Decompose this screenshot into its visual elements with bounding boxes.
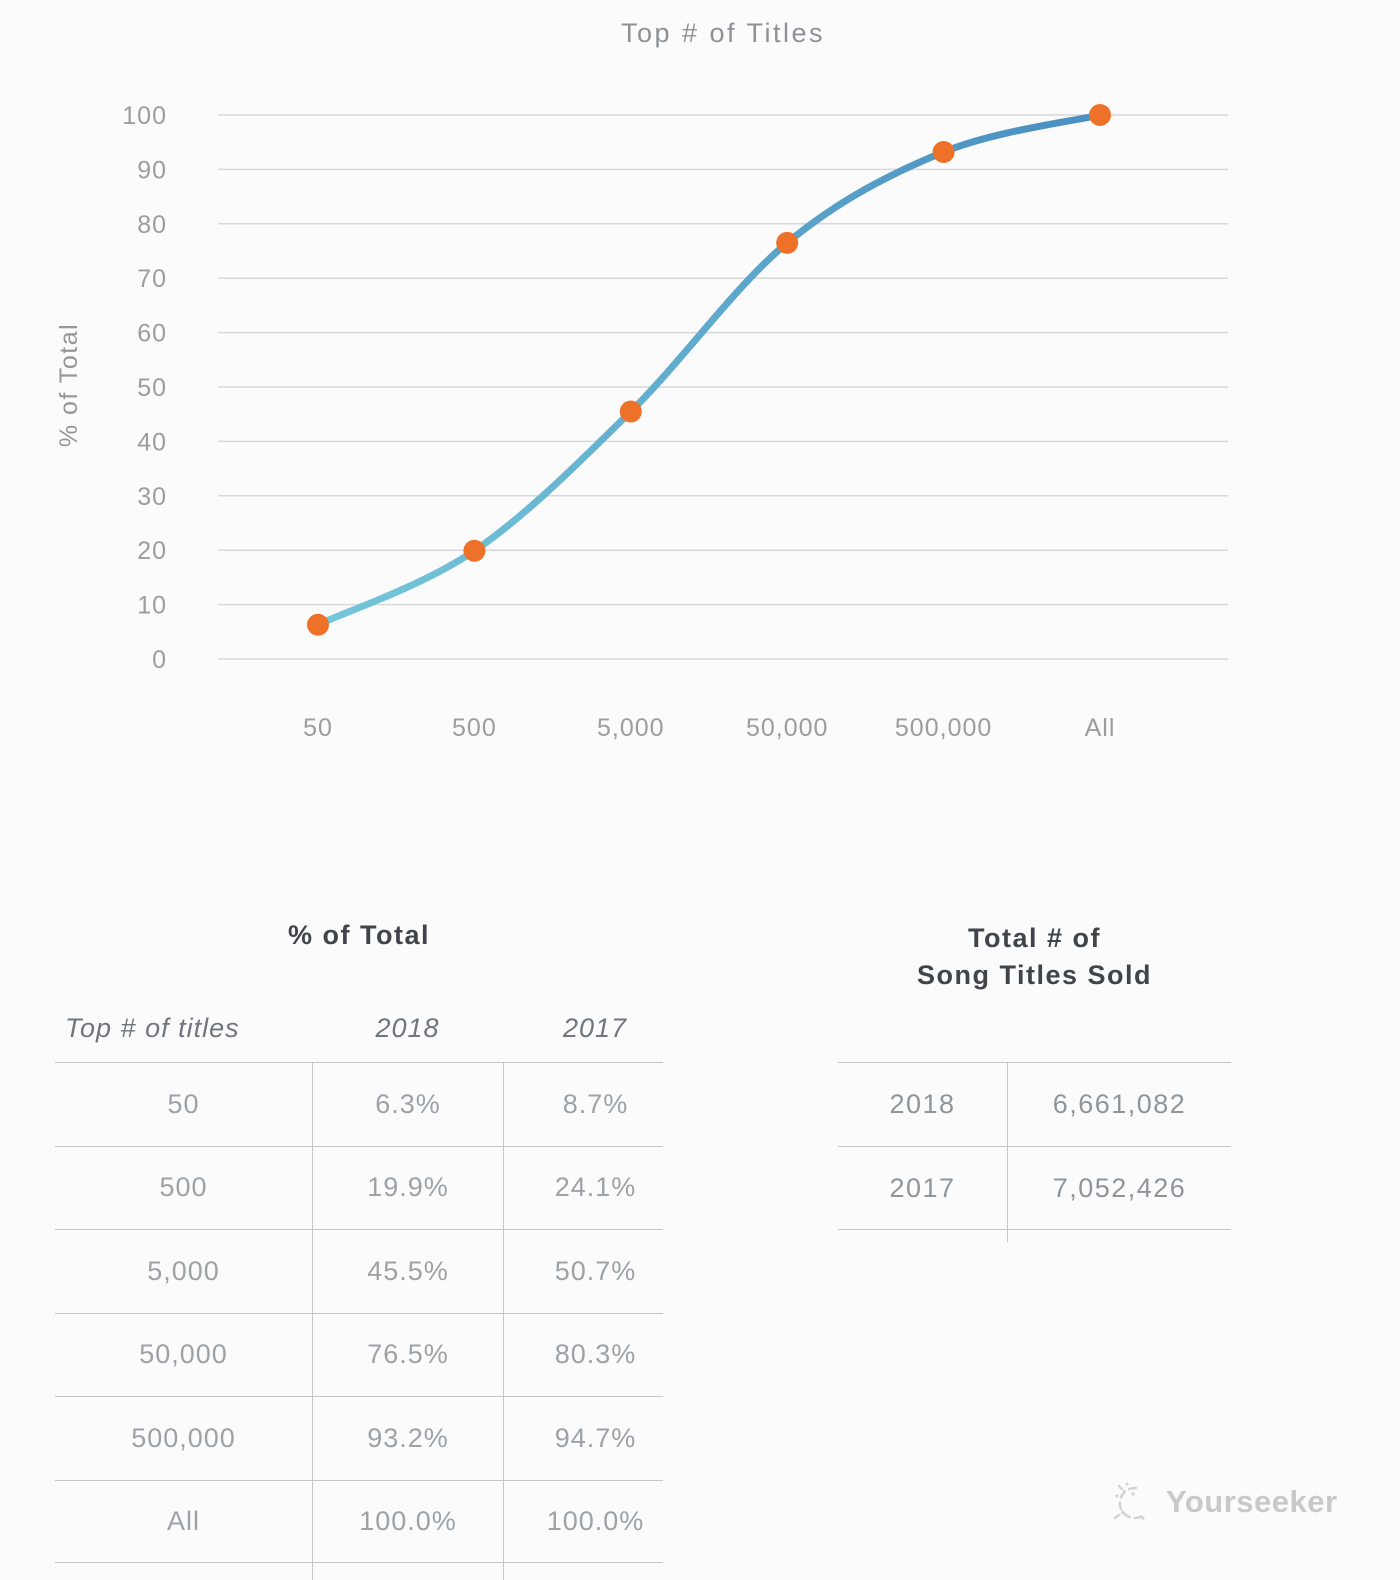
table-cell: 19.9% — [312, 1145, 503, 1229]
svg-text:50: 50 — [303, 714, 333, 742]
table-separator-stub — [503, 1563, 504, 1580]
table-cell: 93.2% — [312, 1396, 503, 1480]
totals-title-line1: Total # of — [968, 923, 1101, 953]
svg-text:50,000: 50,000 — [746, 714, 828, 742]
table-cell: 6.3% — [312, 1062, 503, 1146]
column-header-2017: 2017 — [562, 1013, 628, 1043]
column-header-top-titles: Top # of titles — [65, 1013, 240, 1043]
totals-title-line2: Song Titles Sold — [916, 960, 1153, 990]
yourseeker-logo-icon — [1113, 1482, 1147, 1520]
table-cell: 7,052,426 — [1007, 1146, 1231, 1230]
svg-text:10: 10 — [137, 592, 167, 620]
totals-table-title: Total # of Song Titles Sold — [838, 920, 1231, 994]
svg-text:500: 500 — [452, 714, 497, 742]
table-cell: 2018 — [838, 1062, 1007, 1146]
table-cell: All — [55, 1479, 312, 1563]
svg-text:% of Total: % of Total — [55, 323, 83, 447]
svg-text:30: 30 — [137, 483, 167, 511]
column-header-2018: 2018 — [375, 1013, 440, 1043]
table-cell: 24.1% — [503, 1145, 663, 1229]
table-cell: 500,000 — [55, 1396, 312, 1480]
percent-table-title: % of Total — [288, 920, 430, 950]
table-cell: 8.7% — [503, 1062, 663, 1146]
table-separator-stub — [1007, 1230, 1008, 1242]
svg-text:40: 40 — [137, 428, 167, 456]
svg-text:60: 60 — [137, 320, 167, 348]
table-cell: 50,000 — [55, 1312, 312, 1397]
svg-text:5,000: 5,000 — [597, 714, 665, 742]
table-cell: 50 — [55, 1062, 312, 1146]
svg-text:70: 70 — [137, 265, 167, 293]
table-cell: 45.5% — [312, 1229, 503, 1313]
totals-table: 2018 6,661,082 2017 7,052,426 — [838, 1062, 1231, 1230]
table-cell: 100.0% — [503, 1479, 663, 1563]
table-cell: 100.0% — [312, 1479, 503, 1563]
percent-table: 50 6.3% 8.7% 500 19.9% 24.1% 5,000 45.5%… — [55, 1062, 663, 1563]
table-cell: 80.3% — [503, 1312, 663, 1396]
percent-table-header-row: Top # of titles 2018 2017 — [55, 1000, 663, 1057]
table-separator-stub — [312, 1563, 313, 1580]
svg-text:500,000: 500,000 — [895, 714, 992, 742]
table-cell: 500 — [55, 1145, 312, 1230]
table-cell: 6,661,082 — [1007, 1062, 1231, 1146]
table-cell: 94.7% — [503, 1396, 663, 1480]
svg-text:80: 80 — [137, 211, 167, 239]
table-cell: 76.5% — [312, 1312, 503, 1396]
table-cell: 50.7% — [503, 1229, 663, 1313]
table-cell: 2017 — [838, 1146, 1007, 1230]
svg-text:90: 90 — [137, 156, 167, 184]
svg-text:0: 0 — [152, 646, 167, 674]
watermark: Yourseeker — [1103, 1474, 1338, 1530]
table-cell: 5,000 — [55, 1229, 312, 1313]
svg-text:20: 20 — [137, 537, 167, 565]
svg-text:50: 50 — [137, 374, 167, 402]
chart-title: Top # of Titles — [620, 18, 826, 48]
svg-text:All: All — [1085, 714, 1116, 742]
svg-text:100: 100 — [122, 102, 167, 130]
line-chart: 0 10 20 30 40 50 60 70 80 90 100 50 500 5,000 50,000 50… — [55, 102, 1228, 742]
watermark-text: Yourseeker — [1166, 1484, 1338, 1519]
